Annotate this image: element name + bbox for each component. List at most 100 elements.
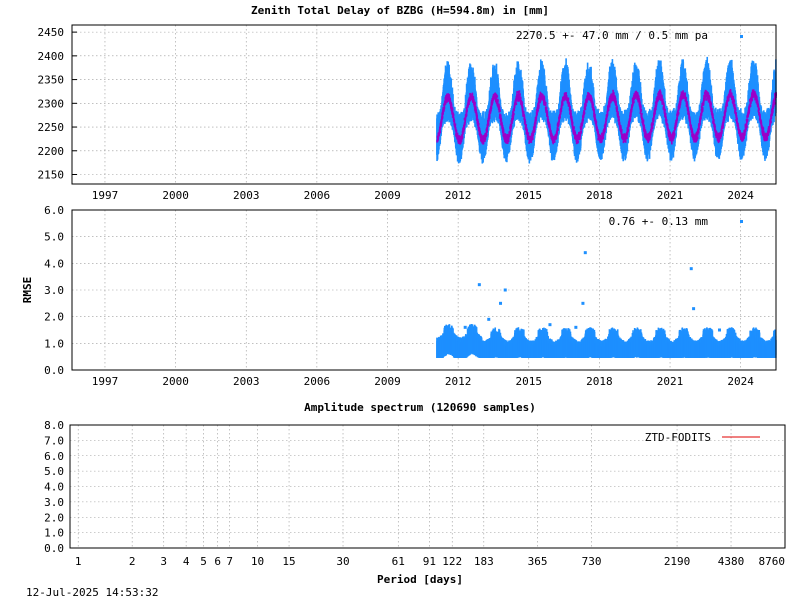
- fit-point: [533, 129, 536, 133]
- x-tick-label: 2009: [374, 189, 401, 202]
- fit-point: [525, 124, 528, 127]
- fit-point: [490, 106, 493, 109]
- fit-point: [507, 139, 510, 143]
- fit-point: [462, 129, 465, 132]
- fit-point: [547, 115, 549, 119]
- fit-point: [531, 136, 534, 139]
- fit-point: [457, 139, 459, 143]
- fit-point: [513, 108, 515, 112]
- fit-point: [598, 134, 601, 137]
- fit-point: [597, 128, 599, 132]
- fit-point: [468, 102, 470, 105]
- fit-point: [546, 110, 548, 113]
- fit-point: [583, 111, 586, 115]
- fit-point: [498, 105, 501, 109]
- y-tick-label: 2200: [38, 145, 65, 158]
- fit-point: [519, 96, 522, 100]
- fit-point: [584, 106, 587, 109]
- fit-point: [486, 127, 488, 130]
- fit-point: [539, 91, 542, 95]
- fit-point: [478, 128, 481, 131]
- fit-point: [452, 113, 455, 117]
- fit-point: [510, 126, 512, 129]
- x-tick-label: 2015: [516, 189, 543, 202]
- fit-point: [496, 95, 499, 98]
- fit-point: [453, 118, 455, 122]
- fit-point: [455, 129, 458, 133]
- fit-point: [445, 95, 447, 99]
- fit-point: [565, 98, 567, 101]
- fit-point: [449, 100, 452, 103]
- fit-point: [535, 116, 538, 119]
- fit-point: [552, 136, 555, 139]
- fit-point: [487, 123, 490, 126]
- y-tick-label: 2400: [38, 50, 65, 63]
- fit-point: [460, 139, 463, 142]
- fit-point: [516, 91, 518, 94]
- fit-point: [519, 98, 522, 101]
- fit-point: [465, 114, 468, 117]
- fit-point: [557, 123, 560, 127]
- fit-point: [495, 96, 498, 99]
- fit-point: [571, 117, 573, 120]
- fit-point: [536, 112, 538, 115]
- fit-point: [518, 90, 521, 93]
- fit-point: [486, 130, 489, 133]
- fit-point: [471, 92, 474, 96]
- fit-point: [581, 121, 584, 124]
- fit-point: [452, 116, 455, 119]
- fit-point: [510, 123, 513, 126]
- fit-point: [499, 109, 501, 112]
- fit-point: [509, 129, 512, 132]
- fit-point: [440, 122, 443, 126]
- y-tick-label: 2150: [38, 169, 65, 182]
- fit-point: [585, 103, 587, 107]
- fit-point: [560, 106, 563, 109]
- fit-point: [502, 128, 505, 132]
- fit-point: [439, 126, 442, 129]
- fit-point: [439, 130, 442, 134]
- fit-point: [595, 124, 598, 127]
- fit-point: [555, 136, 558, 140]
- fit-point: [567, 97, 570, 100]
- fit-point: [537, 106, 540, 109]
- fit-point: [455, 131, 457, 134]
- fit-point: [488, 114, 491, 117]
- fit-point: [514, 101, 517, 104]
- fit-point: [568, 104, 571, 107]
- fit-point: [531, 132, 533, 136]
- fit-point: [469, 98, 472, 102]
- fit-point: [521, 102, 524, 105]
- fit-point: [451, 110, 454, 114]
- fit-series: [436, 88, 777, 145]
- y-tick-label: 2300: [38, 97, 65, 110]
- fit-point: [543, 96, 546, 99]
- fit-point: [559, 114, 561, 117]
- fit-point: [530, 140, 533, 144]
- fit-point: [569, 105, 571, 109]
- fit-point: [517, 91, 520, 95]
- fit-point: [560, 111, 562, 114]
- fit-point: [571, 121, 574, 125]
- fit-point: [577, 137, 579, 141]
- fit-point: [506, 141, 509, 144]
- fit-point: [593, 108, 595, 112]
- fit-point: [467, 104, 469, 107]
- fit-point: [570, 116, 573, 119]
- fit-point: [594, 114, 596, 117]
- fit-point: [573, 127, 575, 131]
- fit-point: [522, 110, 525, 114]
- fit-point: [550, 130, 552, 133]
- fit-point: [488, 117, 490, 121]
- y-tick-label: 2250: [38, 121, 65, 134]
- fit-point: [544, 101, 547, 105]
- fit-point: [594, 116, 596, 119]
- fit-point: [581, 123, 583, 127]
- fit-point: [464, 117, 467, 120]
- fit-point: [501, 125, 504, 128]
- fit-point: [501, 122, 503, 125]
- fit-point: [580, 127, 583, 130]
- fit-point: [565, 92, 568, 95]
- fit-point: [570, 109, 572, 113]
- x-tick-label: 2024: [727, 189, 754, 202]
